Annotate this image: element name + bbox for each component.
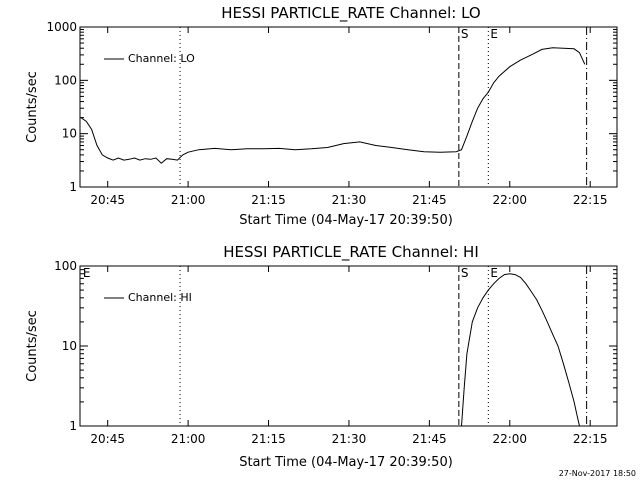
y-axis-label-lo: Counts/sec bbox=[25, 71, 40, 143]
x-axis-label-lo: Start Time (04-May-17 20:39:50) bbox=[239, 213, 453, 228]
panel-hi: HESSI PARTICLE_RATE Channel: HI 20:45 21:… bbox=[25, 243, 618, 470]
y-tick-label: 1 bbox=[69, 180, 77, 194]
event-marker-label: S bbox=[461, 266, 469, 280]
x-tick-label: 21:30 bbox=[332, 193, 367, 207]
x-tick-label: 21:15 bbox=[251, 432, 286, 446]
chart-title-hi: HESSI PARTICLE_RATE Channel: HI bbox=[223, 243, 479, 262]
event-marker-label: E bbox=[490, 27, 498, 41]
x-tick-label: 22:15 bbox=[573, 432, 608, 446]
series-line-hi bbox=[461, 273, 580, 427]
x-tick-label: 21:30 bbox=[332, 432, 367, 446]
legend-label-hi: Channel: HI bbox=[128, 291, 192, 304]
event-marker-label: E bbox=[490, 266, 498, 280]
x-tick-label: 20:45 bbox=[90, 193, 125, 207]
y-tick-label: 100 bbox=[54, 259, 77, 273]
event-marker-label: S bbox=[461, 27, 469, 41]
y-tick-label: 100 bbox=[54, 73, 77, 87]
chart-title-lo: HESSI PARTICLE_RATE Channel: LO bbox=[221, 4, 480, 23]
footer-timestamp: 27-Nov-2017 18:50 bbox=[559, 469, 636, 478]
y-tick-label: 1 bbox=[69, 419, 77, 433]
x-tick-label: 21:00 bbox=[171, 432, 206, 446]
y-tick-label: 10 bbox=[62, 127, 77, 141]
x-tick-label: 21:45 bbox=[412, 432, 447, 446]
series-line-lo bbox=[80, 47, 586, 164]
x-tick-label: 22:15 bbox=[573, 193, 608, 207]
x-tick-label: 22:00 bbox=[492, 193, 527, 207]
legend-hi: Channel: HI bbox=[104, 291, 192, 304]
x-tick-label: 22:00 bbox=[492, 432, 527, 446]
x-tick-label: 20:45 bbox=[90, 432, 125, 446]
panel-lo: HESSI PARTICLE_RATE Channel: LO 20:45 21:… bbox=[25, 4, 618, 228]
y-axis-label-hi: Counts/sec bbox=[25, 310, 40, 382]
y-tick-label: 10 bbox=[62, 339, 77, 353]
x-tick-label: 21:00 bbox=[171, 193, 206, 207]
x-tick-label: 21:15 bbox=[251, 193, 286, 207]
y-tick-label: 1000 bbox=[46, 20, 77, 34]
legend-lo: Channel: LO bbox=[104, 52, 195, 65]
event-marker-label: E bbox=[83, 266, 91, 280]
x-tick-label: 21:45 bbox=[412, 193, 447, 207]
x-axis-label-hi: Start Time (04-May-17 20:39:50) bbox=[239, 455, 453, 470]
legend-label-lo: Channel: LO bbox=[128, 52, 195, 65]
